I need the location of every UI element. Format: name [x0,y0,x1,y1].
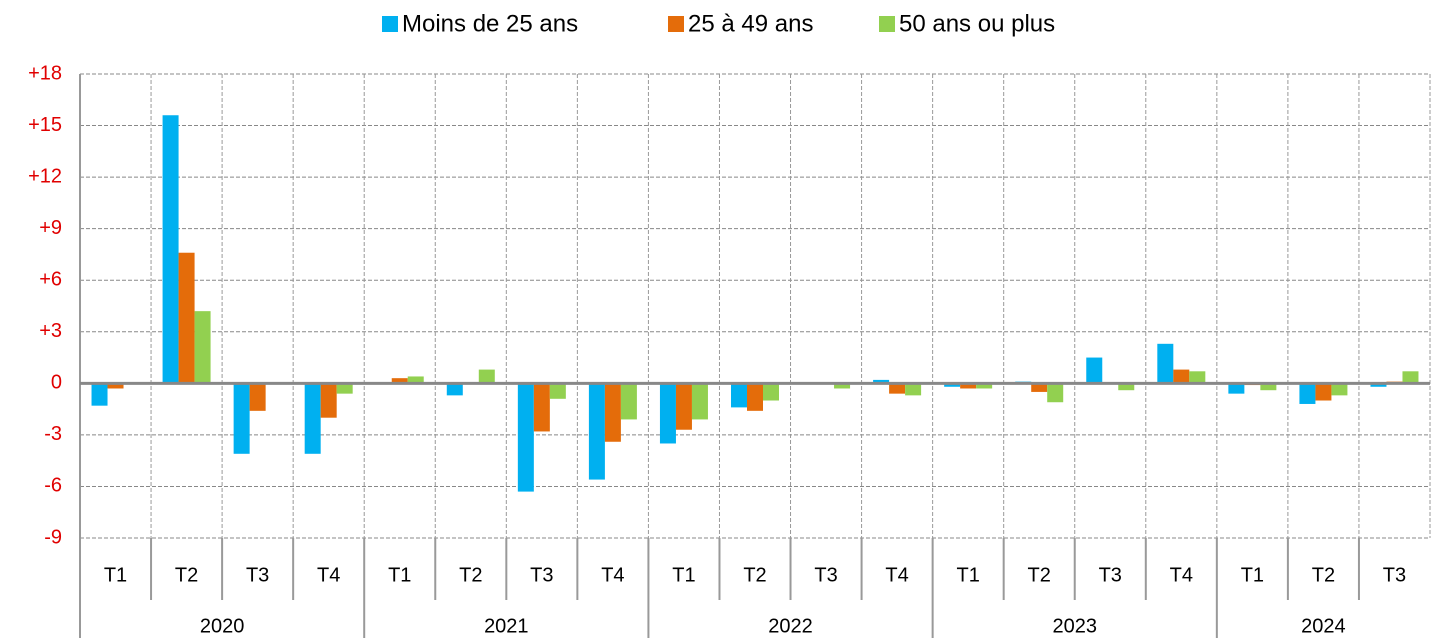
legend-label: Moins de 25 ans [402,10,578,37]
x-tick-label: T4 [317,564,340,586]
y-tick-label: +3 [39,320,62,342]
bar [320,383,337,418]
bar [1047,383,1064,403]
y-tick-label: +6 [39,269,62,291]
x-tick-label: T1 [104,564,127,586]
bar [889,383,906,394]
x-tick-label: T3 [814,564,837,586]
legend-swatch [668,16,684,32]
bar [446,383,463,396]
x-tick-label: T2 [459,564,482,586]
bar [691,383,708,420]
bar [944,383,961,387]
bar [1331,383,1348,396]
bar [478,369,495,384]
bar [1228,383,1245,394]
bar [1260,383,1277,391]
bar [391,378,408,384]
bar [517,383,534,492]
bar [1086,357,1103,384]
bar [731,383,747,408]
bar [960,383,977,389]
bar [1173,369,1190,384]
year-label: 2020 [200,615,245,637]
y-tick-label: 0 [51,372,62,394]
x-tick-label: T2 [743,564,766,586]
bar [1315,383,1332,401]
bar [588,383,605,480]
bar [1189,371,1206,384]
bar [1157,343,1174,384]
bar [533,383,550,432]
year-label: 2024 [1301,615,1346,637]
x-tick-label: T4 [885,564,908,586]
bar [1299,383,1316,404]
bar [976,383,993,389]
y-tick-label: +12 [28,165,62,187]
bar [1370,383,1387,387]
y-tick-label: +15 [28,114,62,136]
bar [249,383,266,411]
x-tick-label: T2 [1312,564,1335,586]
bar [675,383,692,430]
y-tick-label: +18 [28,62,62,84]
legend-swatch [879,16,895,32]
y-tick-label: -9 [44,526,62,548]
bar [747,383,763,411]
bar [233,383,250,454]
bar [549,383,566,399]
bar [178,252,195,384]
x-tick-label: T2 [1028,564,1051,586]
x-tick-label: T3 [1099,564,1122,586]
bar [604,383,621,442]
x-tick-label: T1 [1241,564,1264,586]
bar [91,383,108,406]
bar [1031,383,1048,392]
bar [873,379,890,384]
bar [834,383,851,389]
bar [162,115,179,384]
legend-label: 25 à 49 ans [688,10,813,37]
legend-swatch [382,16,398,32]
x-tick-label: T4 [1170,564,1193,586]
x-tick-label: T1 [956,564,979,586]
bar [905,383,922,396]
x-tick-label: T4 [601,564,624,586]
bar [194,311,211,384]
bar [407,376,424,384]
bar [620,383,637,420]
x-tick-label: T3 [1383,564,1406,586]
y-tick-label: +9 [39,217,62,239]
year-label: 2022 [768,615,813,637]
x-tick-label: T3 [246,564,269,586]
x-tick-label: T1 [672,564,695,586]
year-label: 2021 [484,615,529,637]
y-tick-label: -3 [44,423,62,445]
x-tick-label: T2 [175,564,198,586]
x-tick-label: T3 [530,564,553,586]
bar [659,383,676,444]
bar [304,383,321,454]
x-tick-label: T1 [388,564,411,586]
year-label: 2023 [1052,615,1097,637]
bar [1118,383,1135,391]
bar [763,383,779,401]
y-tick-label: -6 [44,475,62,497]
bar [336,383,353,394]
bar [1402,371,1419,384]
bar [107,383,124,389]
legend-label: 50 ans ou plus [899,10,1055,37]
